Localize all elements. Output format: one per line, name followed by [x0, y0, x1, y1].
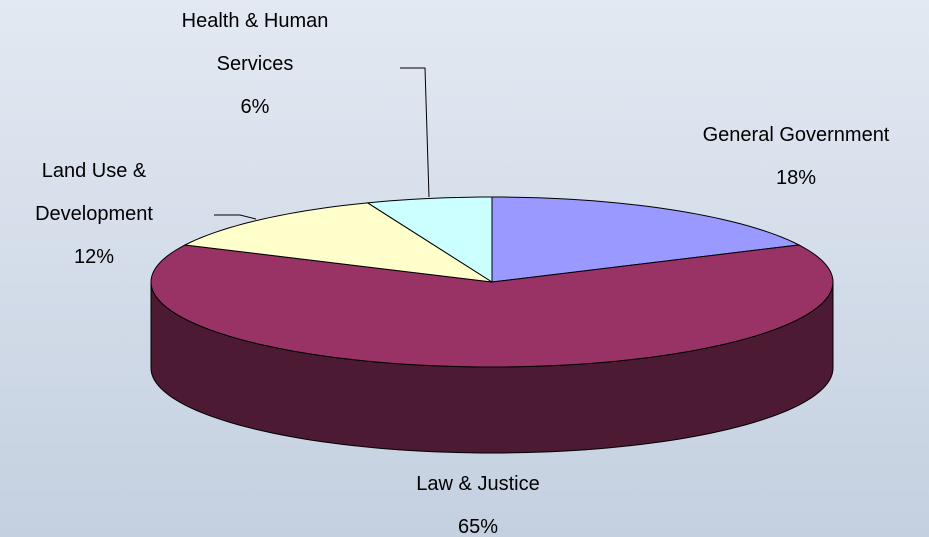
leader-line [400, 67, 430, 198]
category-label: Health & Human Services [181, 10, 329, 75]
pie-slice [491, 196, 801, 283]
leader-line [214, 214, 257, 220]
value-label: 6% [240, 96, 270, 118]
slice-label: Health & Human Services 6% [160, 0, 350, 129]
slice-label: Land Use & Development 12% [5, 150, 183, 279]
category-label: General Government [702, 124, 890, 146]
slice-label: Law & Justice 65% [378, 463, 578, 537]
pie-slice [183, 202, 493, 283]
value-label: 12% [73, 246, 115, 268]
category-label: Law & Justice [416, 473, 540, 495]
slice-label: General Government 18% [665, 114, 927, 200]
pie-slice [366, 196, 493, 283]
category-label: Land Use & Development [35, 160, 153, 225]
value-label: 18% [775, 167, 817, 189]
pie-slice [150, 244, 834, 368]
value-label: 65% [457, 516, 499, 537]
